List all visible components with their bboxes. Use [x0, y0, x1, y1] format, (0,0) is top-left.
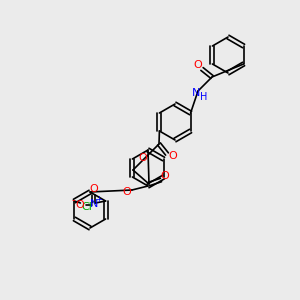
Text: O: O [123, 187, 131, 197]
Text: O: O [169, 151, 177, 161]
Text: O: O [194, 60, 202, 70]
Text: O: O [160, 171, 169, 181]
Text: +: + [95, 196, 102, 205]
Text: N: N [89, 199, 98, 209]
Text: H: H [200, 92, 208, 102]
Text: O: O [89, 184, 98, 194]
Text: O: O [75, 200, 84, 210]
Text: O: O [139, 153, 147, 163]
Text: Cl: Cl [81, 202, 92, 212]
Text: -: - [72, 195, 75, 205]
Text: N: N [192, 88, 200, 98]
